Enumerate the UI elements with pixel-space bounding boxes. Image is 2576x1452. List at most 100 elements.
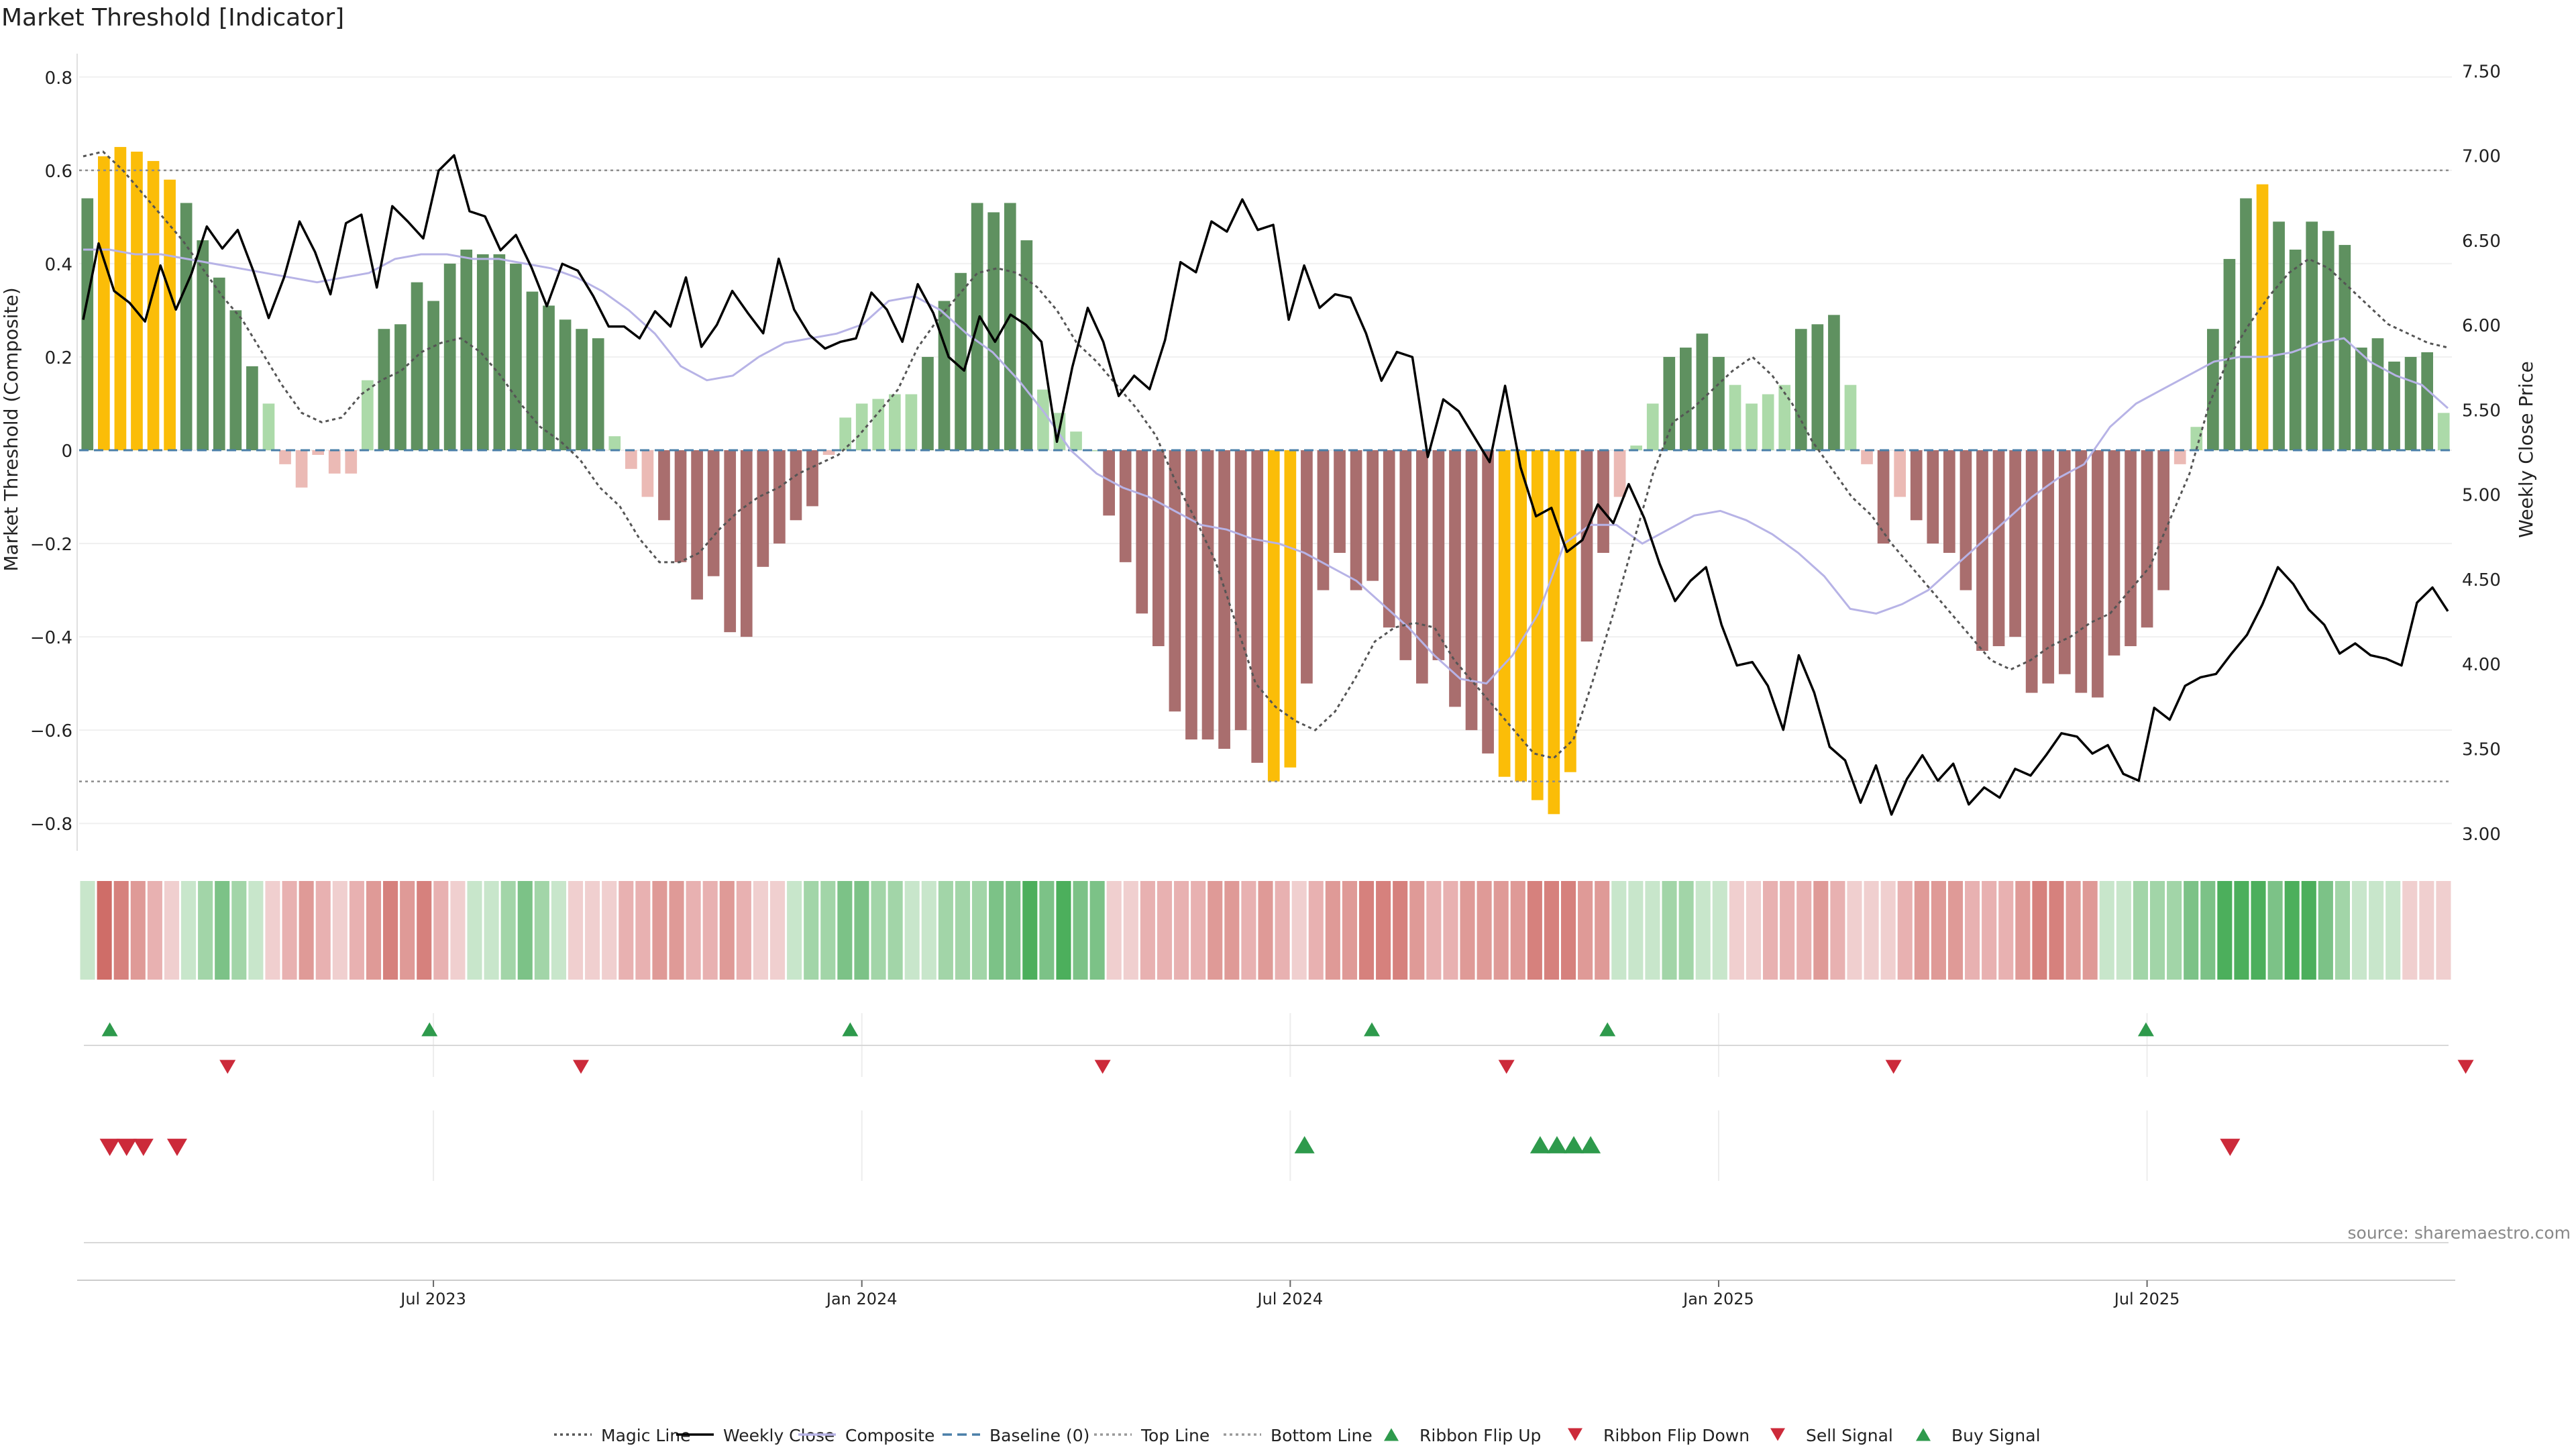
ribbon-cell bbox=[551, 881, 566, 980]
composite-bar bbox=[1317, 450, 1330, 590]
composite-bar bbox=[724, 450, 737, 633]
ribbon-cell bbox=[1897, 881, 1913, 980]
buy-signal-marker bbox=[1546, 1136, 1567, 1153]
ribbon-cell bbox=[904, 881, 920, 980]
composite-bar bbox=[576, 329, 588, 450]
composite-bar bbox=[229, 310, 242, 450]
composite-bar bbox=[1136, 450, 1148, 614]
composite-bar bbox=[773, 450, 786, 544]
sell-signal-marker bbox=[133, 1139, 154, 1156]
composite-bar bbox=[1432, 450, 1445, 660]
ribbon-cell bbox=[1409, 881, 1425, 980]
composite-bar bbox=[625, 450, 637, 469]
composite-bar bbox=[2025, 450, 2038, 693]
composite-bar bbox=[559, 319, 572, 450]
legend-item: Bottom Line bbox=[1224, 1426, 1373, 1445]
composite-bar bbox=[1185, 450, 1197, 740]
ribbon-cell bbox=[1157, 881, 1173, 980]
ribbon-cell bbox=[1089, 881, 1105, 980]
composite-bar bbox=[691, 450, 703, 600]
ribbon-cell bbox=[753, 881, 768, 980]
composite-bar bbox=[955, 272, 967, 450]
legend-label: Bottom Line bbox=[1271, 1426, 1373, 1445]
left-tick-label: −0.2 bbox=[30, 535, 72, 555]
composite-bar bbox=[658, 450, 670, 521]
ribbon-cell bbox=[1544, 881, 1559, 980]
composite-bar bbox=[1465, 450, 1478, 731]
ribbon-cell bbox=[2351, 881, 2367, 980]
buy-signal-marker bbox=[1294, 1136, 1315, 1153]
ribbon-flip-down-marker bbox=[1498, 1059, 1515, 1074]
composite-bar bbox=[1531, 450, 1544, 800]
ribbon-cell bbox=[2049, 881, 2064, 980]
ribbon-cell bbox=[669, 881, 684, 980]
ribbon-cell bbox=[2200, 881, 2216, 980]
composite-bar bbox=[1976, 450, 1988, 651]
ribbon-cell bbox=[2284, 881, 2300, 980]
composite-bar bbox=[1482, 450, 1494, 754]
ribbon-cell bbox=[1796, 881, 1812, 980]
ribbon-cell bbox=[1847, 881, 1862, 980]
ribbon-cell bbox=[2032, 881, 2047, 980]
ribbon-cell bbox=[315, 881, 331, 980]
composite-bar bbox=[345, 450, 358, 474]
ribbon-flip-up-marker bbox=[101, 1022, 118, 1037]
sell-signal-marker bbox=[2220, 1139, 2241, 1156]
composite-bar bbox=[493, 254, 506, 450]
ribbon-cell bbox=[2116, 881, 2131, 980]
ribbon-flip-down-marker bbox=[219, 1059, 236, 1074]
composite-bar bbox=[1383, 450, 1395, 628]
composite-bar bbox=[1877, 450, 1890, 544]
composite-bar bbox=[1169, 450, 1181, 712]
x-tick-label: Jul 2024 bbox=[1256, 1290, 1324, 1308]
composite-bar bbox=[164, 179, 176, 450]
composite-bar bbox=[1613, 450, 1626, 497]
right-tick-label: 7.50 bbox=[2462, 62, 2501, 82]
composite-bar bbox=[2125, 450, 2137, 647]
composite-bar bbox=[1218, 450, 1230, 749]
ribbon-cell bbox=[568, 881, 584, 980]
axes-layer: 0.8 0.6 0.4 0.2 0 −0.2 −0.4 −0.6 −0.8 7.50 7.00 6.5… bbox=[30, 54, 2501, 1308]
ribbon-cell bbox=[1039, 881, 1055, 980]
ribbon-cell bbox=[2419, 881, 2434, 980]
composite-bar bbox=[922, 356, 934, 450]
buy-signal-marker bbox=[1529, 1136, 1550, 1153]
ribbon-cell bbox=[1376, 881, 1391, 980]
ribbon-cell bbox=[702, 881, 718, 980]
ribbon-cell bbox=[769, 881, 786, 980]
composite-bar bbox=[2404, 356, 2417, 450]
sell-signal-marker bbox=[99, 1139, 120, 1156]
composite-bar bbox=[2388, 361, 2400, 450]
composite-bar bbox=[674, 450, 687, 562]
composite-bar bbox=[1152, 450, 1165, 647]
ribbon-cell bbox=[1595, 881, 1610, 980]
right-tick-label: 7.00 bbox=[2462, 147, 2501, 167]
ribbon-cell bbox=[854, 881, 869, 980]
legend-item: Magic Line bbox=[554, 1426, 691, 1445]
x-tick-label: Jul 2023 bbox=[399, 1290, 466, 1308]
composite-bar bbox=[312, 450, 324, 455]
ribbon-cell bbox=[635, 881, 651, 980]
signal-lanes bbox=[84, 1013, 2474, 1243]
composite-bar bbox=[246, 366, 258, 450]
composite-bar bbox=[543, 305, 555, 450]
ribbon-cell bbox=[1645, 881, 1660, 980]
ribbon-cell bbox=[433, 881, 449, 980]
ribbon-cell bbox=[602, 881, 617, 980]
legend-label: Buy Signal bbox=[1951, 1426, 2041, 1445]
ribbon-cell bbox=[1527, 881, 1542, 980]
composite-bar bbox=[526, 291, 539, 450]
left-tick-label: −0.8 bbox=[30, 815, 72, 835]
composite-bar bbox=[1811, 324, 1824, 450]
composite-bar bbox=[1416, 450, 1428, 684]
composite-bar bbox=[510, 263, 522, 450]
composite-bar bbox=[114, 147, 127, 450]
composite-bar bbox=[1564, 450, 1576, 772]
composite-bar bbox=[1729, 384, 1741, 450]
ribbon-cell bbox=[989, 881, 1004, 980]
composite-bar bbox=[1548, 450, 1560, 815]
left-tick-label: 0.2 bbox=[45, 348, 72, 368]
legend-item: Ribbon Flip Down bbox=[1568, 1426, 1750, 1445]
ribbon-cell bbox=[2251, 881, 2266, 980]
composite-bar bbox=[1927, 450, 1939, 544]
